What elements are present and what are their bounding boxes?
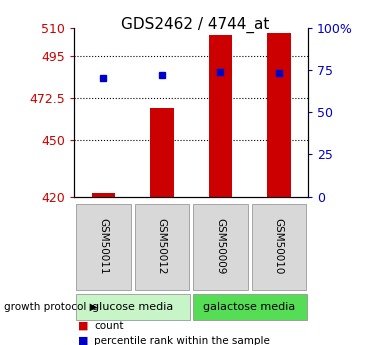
Text: GSM50012: GSM50012	[157, 218, 167, 275]
Text: percentile rank within the sample: percentile rank within the sample	[94, 336, 270, 345]
Bar	[267, 33, 291, 197]
Text: ■: ■	[78, 336, 89, 345]
Text: GSM50010: GSM50010	[274, 218, 284, 275]
Text: galactose media: galactose media	[204, 302, 296, 312]
Bar	[150, 108, 174, 197]
Text: count: count	[94, 321, 124, 331]
Text: GDS2462 / 4744_at: GDS2462 / 4744_at	[121, 17, 269, 33]
Text: growth protocol ▶: growth protocol ▶	[4, 302, 98, 312]
Bar	[92, 193, 115, 197]
Text: glucose media: glucose media	[92, 302, 173, 312]
Text: GSM50011: GSM50011	[98, 218, 108, 275]
Bar	[209, 35, 232, 197]
Text: ■: ■	[78, 321, 89, 331]
Text: GSM50009: GSM50009	[215, 218, 225, 275]
